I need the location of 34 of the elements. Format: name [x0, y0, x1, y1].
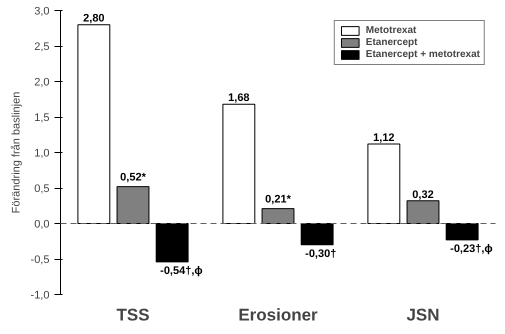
bar — [77, 24, 110, 224]
data-label: 1,12 — [373, 132, 395, 144]
data-label: 2,80 — [83, 12, 105, 25]
bar — [156, 223, 189, 262]
x-tick-label: TSS — [116, 306, 150, 324]
data-label: 0,21* — [265, 194, 292, 206]
y-tick-label: 1,0 — [34, 148, 50, 160]
bar — [300, 223, 334, 246]
y-axis-title: Förändring från baslinjen — [10, 92, 23, 214]
data-label: -0,23†,ϕ — [450, 242, 493, 255]
y-tick-label: 2,5 — [34, 41, 50, 53]
bar — [222, 104, 256, 224]
bar — [367, 143, 400, 224]
y-tick-label: -1,0 — [30, 290, 50, 302]
bar — [116, 186, 150, 224]
bar — [262, 208, 294, 224]
legend-label: Etanercept + metotrexat — [366, 49, 480, 60]
legend-label: Metotrexat — [366, 25, 416, 36]
data-label: -0,54†,ϕ — [160, 264, 203, 277]
y-tick-label: 0,5 — [34, 183, 50, 195]
x-tick-label: Erosioner — [238, 306, 318, 324]
data-label: -0,30† — [305, 248, 336, 260]
data-label: 1,68 — [228, 92, 250, 104]
y-tick-label: 0,0 — [34, 218, 50, 230]
bar — [406, 200, 440, 224]
y-tick-label: 3,0 — [34, 6, 50, 18]
x-tick-label: JSN — [406, 306, 440, 324]
y-tick-label: -0,5 — [30, 254, 50, 266]
y-tick-label: 1,5 — [34, 112, 50, 124]
data-label: 0,52* — [120, 172, 147, 184]
y-tick-label: 2,0 — [34, 76, 50, 88]
data-label: 0,32 — [412, 188, 434, 201]
bar — [446, 223, 479, 240]
legend-label: Etanercept — [366, 37, 418, 48]
